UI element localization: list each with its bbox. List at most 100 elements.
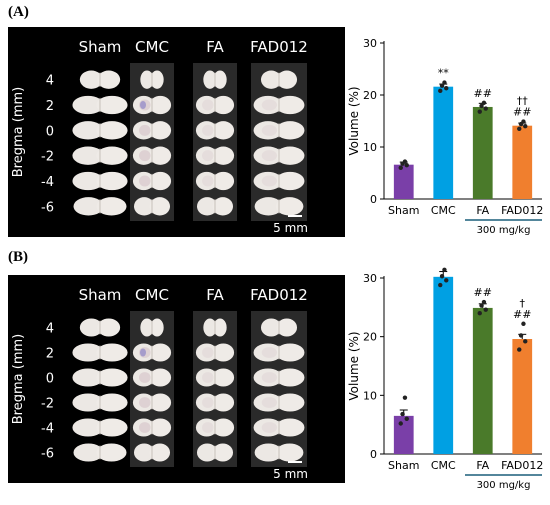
y-axis-label: Volume (%) <box>347 331 361 400</box>
brain-slice <box>253 171 305 191</box>
y-tick-label: 10 <box>363 389 377 402</box>
bregma-value: 4 <box>46 74 54 89</box>
bregma-axis-label: Bregma (mm) <box>11 334 26 424</box>
bregma-value: -2 <box>41 150 54 165</box>
data-point <box>398 421 403 426</box>
brain-slice <box>195 171 235 191</box>
slide-strip <box>251 311 307 467</box>
bar-fa <box>472 307 493 454</box>
significance-mark: †† <box>517 95 529 108</box>
group-label-fa: FA <box>206 286 224 304</box>
data-point <box>523 124 528 129</box>
brain-slice <box>132 146 172 165</box>
brain-slice <box>196 197 234 216</box>
data-point <box>483 307 488 312</box>
brain-slice <box>132 418 172 437</box>
brain-slice <box>253 146 305 165</box>
x-tick-label-fa: FA <box>476 459 489 472</box>
bregma-value: 2 <box>46 99 54 114</box>
data-point <box>439 83 445 88</box>
bregma-value: -6 <box>41 447 54 462</box>
brain-slice <box>132 343 172 362</box>
bar-cmc <box>433 86 454 199</box>
data-point <box>404 416 409 421</box>
brain-slice <box>195 418 235 437</box>
y-tick-label: 30 <box>363 37 377 50</box>
data-point <box>481 299 487 305</box>
data-point <box>517 126 522 131</box>
data-point <box>483 106 488 111</box>
data-point <box>481 100 487 106</box>
brain-slice <box>196 443 234 462</box>
y-tick-label: 20 <box>363 89 377 102</box>
bregma-value: 4 <box>46 322 54 337</box>
brain-slice <box>254 443 304 462</box>
x-tick-label-fad012: FAD012 <box>501 204 543 217</box>
y-tick-label: 30 <box>363 272 377 285</box>
brain-slices-photo-b: Sham CMC FA FAD012 Bregma (mm) 4 2 0 -2 -4 -6 5 mm <box>8 275 345 483</box>
brain-slice <box>253 95 305 115</box>
x-tick-label-cmc: CMC <box>431 459 456 472</box>
brain-slices-photo-a: Sham CMC FA FAD012 Bregma (mm) 4 2 0 -2 -4 -6 5 mm <box>8 27 345 237</box>
significance-mark: ## <box>513 308 531 321</box>
brain-slice <box>132 393 172 412</box>
bregma-value: -2 <box>41 397 54 412</box>
bregma-axis-label: Bregma (mm) <box>11 87 26 177</box>
brain-slice <box>132 95 172 115</box>
data-point <box>477 311 482 316</box>
bar-fa <box>472 106 493 199</box>
brain-slice <box>72 146 128 165</box>
group-label-fad012: FAD012 <box>250 286 308 304</box>
brain-slice <box>195 343 235 362</box>
bar-fad012 <box>512 125 533 199</box>
brain-slice <box>140 70 164 89</box>
brain-slice <box>73 443 127 462</box>
bregma-value: 0 <box>46 124 54 139</box>
brain-slice <box>253 393 305 412</box>
brain-slice <box>260 70 298 89</box>
brain-slice <box>133 197 171 216</box>
brain-slice <box>253 368 305 387</box>
brain-slice <box>195 368 235 387</box>
brain-slice <box>72 343 128 362</box>
brain-slice <box>203 70 227 89</box>
slide-strip <box>251 63 307 221</box>
bar-sham <box>393 415 414 454</box>
brain-slice <box>72 368 128 387</box>
group-label-fa: FA <box>206 38 224 56</box>
y-tick-label: 0 <box>370 448 377 461</box>
data-point <box>444 278 449 283</box>
significance-mark: ## <box>513 106 531 119</box>
brain-slice <box>72 95 128 115</box>
slide-strip <box>193 63 237 221</box>
brain-slice <box>203 318 227 337</box>
brain-slice <box>72 171 128 191</box>
data-point <box>442 80 447 85</box>
data-point <box>477 109 482 114</box>
group-label-fad012: FAD012 <box>250 38 308 56</box>
y-tick-label: 20 <box>363 331 377 344</box>
data-point <box>521 321 526 326</box>
dose-label: 300 mg/kg <box>477 480 531 491</box>
y-tick-label: 10 <box>363 141 377 154</box>
brain-slice <box>132 171 172 191</box>
brain-slice <box>254 197 304 216</box>
brain-slice <box>72 393 128 412</box>
bregma-value: -4 <box>41 422 54 437</box>
slide-strip <box>193 311 237 467</box>
data-point <box>479 303 484 308</box>
y-tick-label: 0 <box>370 193 377 206</box>
slide-strip <box>130 311 174 467</box>
data-point <box>518 333 524 338</box>
bar-fad012 <box>512 339 533 454</box>
data-point <box>479 103 484 109</box>
brain-slice <box>73 197 127 216</box>
x-tick-label-sham: Sham <box>388 459 419 472</box>
data-point <box>404 163 409 168</box>
data-point <box>523 339 528 344</box>
panel-b-label: (B) <box>8 249 28 265</box>
bar-sham <box>393 164 414 199</box>
bregma-value: -6 <box>41 200 54 215</box>
brain-slice <box>195 393 235 412</box>
